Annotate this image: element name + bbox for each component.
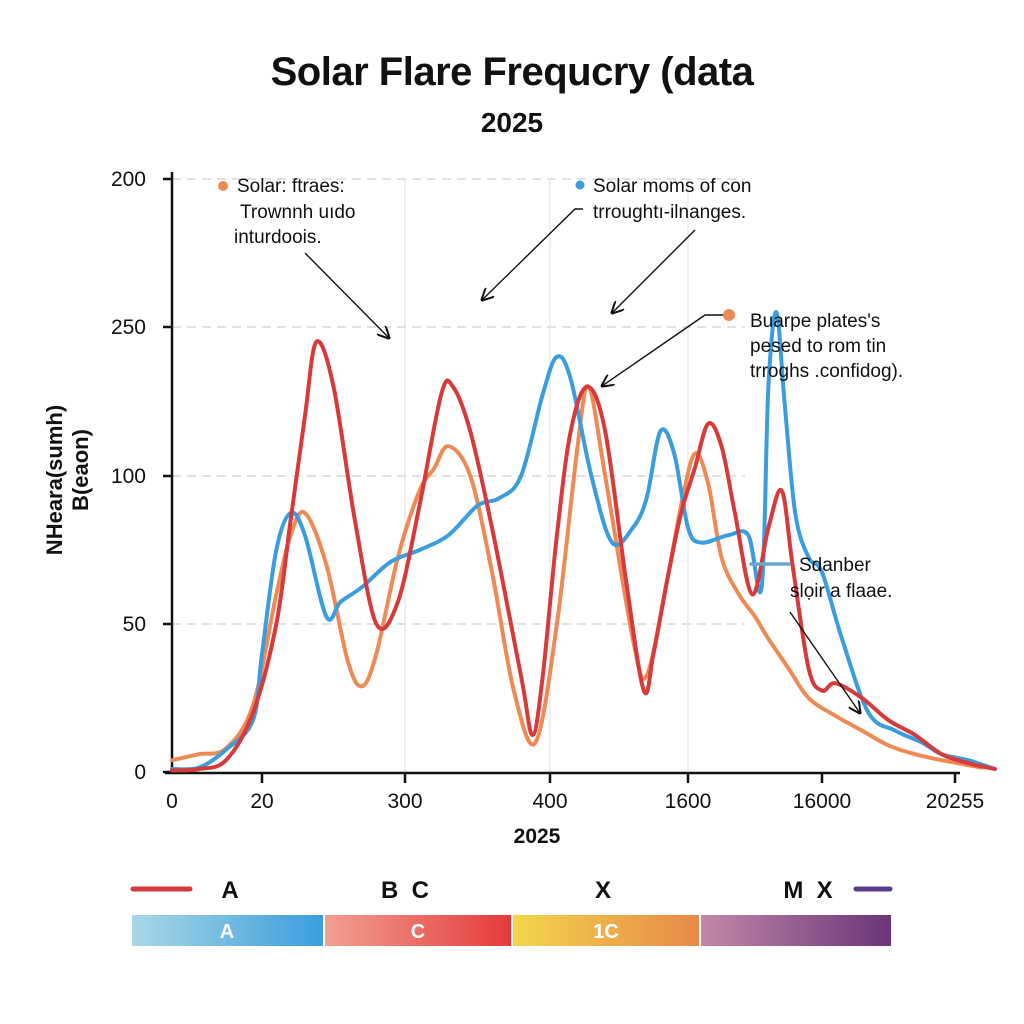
series-line-red [170, 339, 997, 773]
annotation-text: Trownnh uıdo [240, 202, 355, 223]
annotation-marker [575, 180, 585, 190]
legend-band-label: A [220, 921, 234, 943]
annotation-text: Sdanber [799, 555, 872, 576]
axes [165, 172, 960, 775]
y-tick-label: 250 [111, 316, 146, 339]
annotation-arrow [612, 229, 696, 313]
x-tick-label: 400 [532, 790, 567, 813]
annotation-text: pesed to rom tin [750, 336, 886, 357]
annotation-text: Solar moms of con [593, 176, 751, 197]
annotation-text: Buarpe plates's [750, 311, 880, 332]
annotation-text: slọir a flaae. [790, 581, 892, 602]
legend-band-label: 1C [593, 921, 619, 943]
annotation-arrow [304, 252, 389, 338]
annotation-1: Solar: ftraes: Trownnh uıdo inturdoois. [218, 176, 389, 338]
legend-label: A [221, 877, 238, 904]
legend: A B C X M X A C 1C [130, 877, 893, 946]
annotation-arrow [789, 611, 860, 713]
legend-label: X [595, 877, 611, 904]
annotation-text: Solar: ftraes: [237, 176, 345, 197]
legend-band-purple [701, 915, 891, 946]
y-tick-label: 200 [111, 168, 146, 191]
chart-title: Solar Flare Frequcry (data [270, 50, 754, 94]
x-tick-label: 20255 [926, 790, 984, 813]
legend-band-label: C [411, 921, 425, 943]
legend-band-1c [513, 915, 699, 946]
annotation-marker [723, 309, 735, 321]
y-tick-label: 100 [111, 465, 146, 488]
x-tick-label: 16000 [793, 790, 851, 813]
x-tick-label: 300 [387, 790, 422, 813]
annotation-3: Buarpe plates's pesed to rom tin trroghs… [602, 309, 903, 386]
y-tick-label: 50 [123, 613, 146, 636]
legend-band-c [325, 915, 511, 946]
y-tick-label: 0 [134, 761, 146, 784]
annotation-arrow [602, 314, 723, 386]
chart-subtitle: 2025 [480, 107, 544, 138]
annotation-marker [218, 181, 228, 191]
annotation-text: trroghs .confidog). [750, 361, 903, 382]
annotation-2: Solar moms of con trroughtı-ilnanges. [482, 176, 751, 313]
series-line-blue [170, 310, 997, 772]
x-tick-label: 20 [250, 790, 273, 813]
legend-label: M X [783, 877, 832, 904]
annotation-4: Sdanber slọir a flaae. [749, 555, 892, 713]
x-tick-label: 0 [166, 790, 178, 813]
y-axis-label-line-1: NHeara(sumh) [42, 405, 67, 555]
annotation-arrow [482, 208, 583, 300]
series-line-orange [170, 384, 984, 770]
x-tick-label: 1600 [665, 790, 712, 813]
annotation-text: inturdoois. [234, 227, 322, 248]
x-axis-label: 2025 [514, 825, 561, 848]
annotation-text: trroughtı-ilnanges. [593, 202, 746, 223]
legend-band-a [132, 915, 323, 946]
y-axis-label-line-2: B(eaon) [68, 429, 93, 511]
legend-label: B C [381, 877, 429, 904]
